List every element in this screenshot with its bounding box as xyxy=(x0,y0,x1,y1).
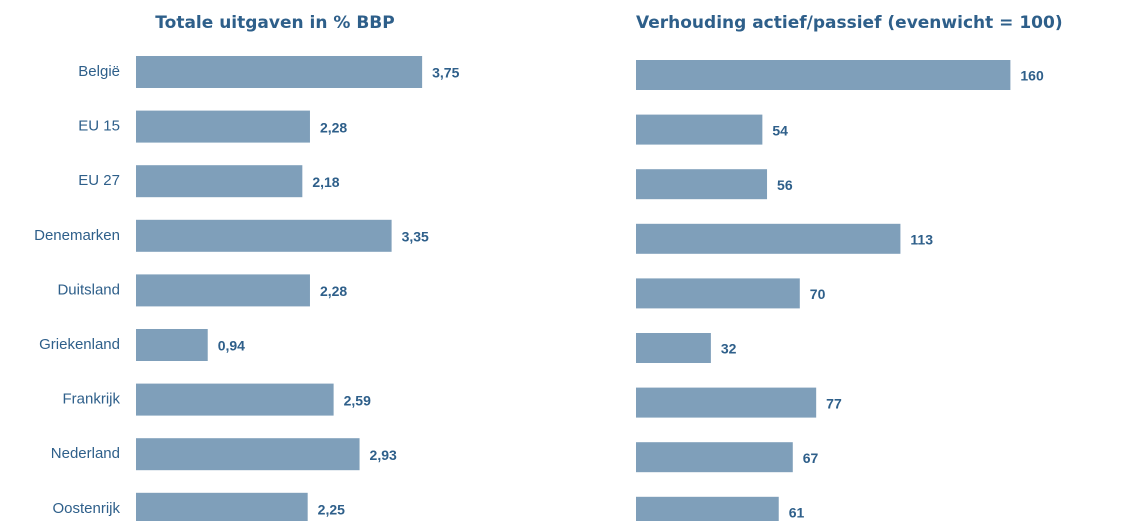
bar xyxy=(136,383,334,416)
bar xyxy=(636,114,763,145)
bar xyxy=(636,60,1011,90)
bar xyxy=(636,278,800,309)
data-label: 2,25 xyxy=(318,502,345,518)
data-label: 2,18 xyxy=(312,174,339,190)
bar xyxy=(136,219,392,252)
category-label: EU 27 xyxy=(78,172,120,189)
data-label: 160 xyxy=(1020,68,1044,84)
bar xyxy=(136,274,310,307)
data-label: 2,93 xyxy=(370,447,397,463)
category-label: België xyxy=(78,63,120,80)
data-label: 56 xyxy=(777,177,793,193)
bar xyxy=(136,56,423,88)
chart-title: Verhouding actief/passief (evenwicht = 1… xyxy=(636,13,1063,33)
category-label: Duitsland xyxy=(57,281,120,298)
bar xyxy=(136,438,360,471)
category-label: Denemarken xyxy=(34,227,120,244)
bar xyxy=(136,329,208,361)
category-label: Griekenland xyxy=(39,336,120,353)
bar xyxy=(636,496,779,521)
data-label: 0,94 xyxy=(218,338,245,354)
bar xyxy=(136,165,303,198)
data-label: 54 xyxy=(772,122,788,138)
data-label: 113 xyxy=(910,232,933,248)
bar xyxy=(136,492,308,521)
data-label: 70 xyxy=(810,286,826,302)
chart-title: Totale uitgaven in % BBP xyxy=(155,13,394,33)
data-label: 2,28 xyxy=(320,119,347,135)
category-label: Frankrijk xyxy=(62,391,120,408)
data-label: 67 xyxy=(803,450,819,466)
category-label: EU 15 xyxy=(78,118,120,135)
data-label: 2,28 xyxy=(320,283,347,299)
data-label: 2,59 xyxy=(344,392,371,408)
bar xyxy=(636,169,768,200)
bar xyxy=(636,387,817,418)
data-label: 61 xyxy=(789,505,805,521)
category-label: Nederland xyxy=(51,445,120,462)
data-label: 3,75 xyxy=(432,65,459,81)
bar xyxy=(636,333,711,363)
data-label: 3,35 xyxy=(402,229,429,245)
bar xyxy=(636,442,793,473)
data-label: 77 xyxy=(826,395,842,411)
data-label: 32 xyxy=(721,341,737,357)
bar xyxy=(136,110,310,143)
bar xyxy=(636,223,901,254)
category-label: Oostenrijk xyxy=(52,500,120,517)
